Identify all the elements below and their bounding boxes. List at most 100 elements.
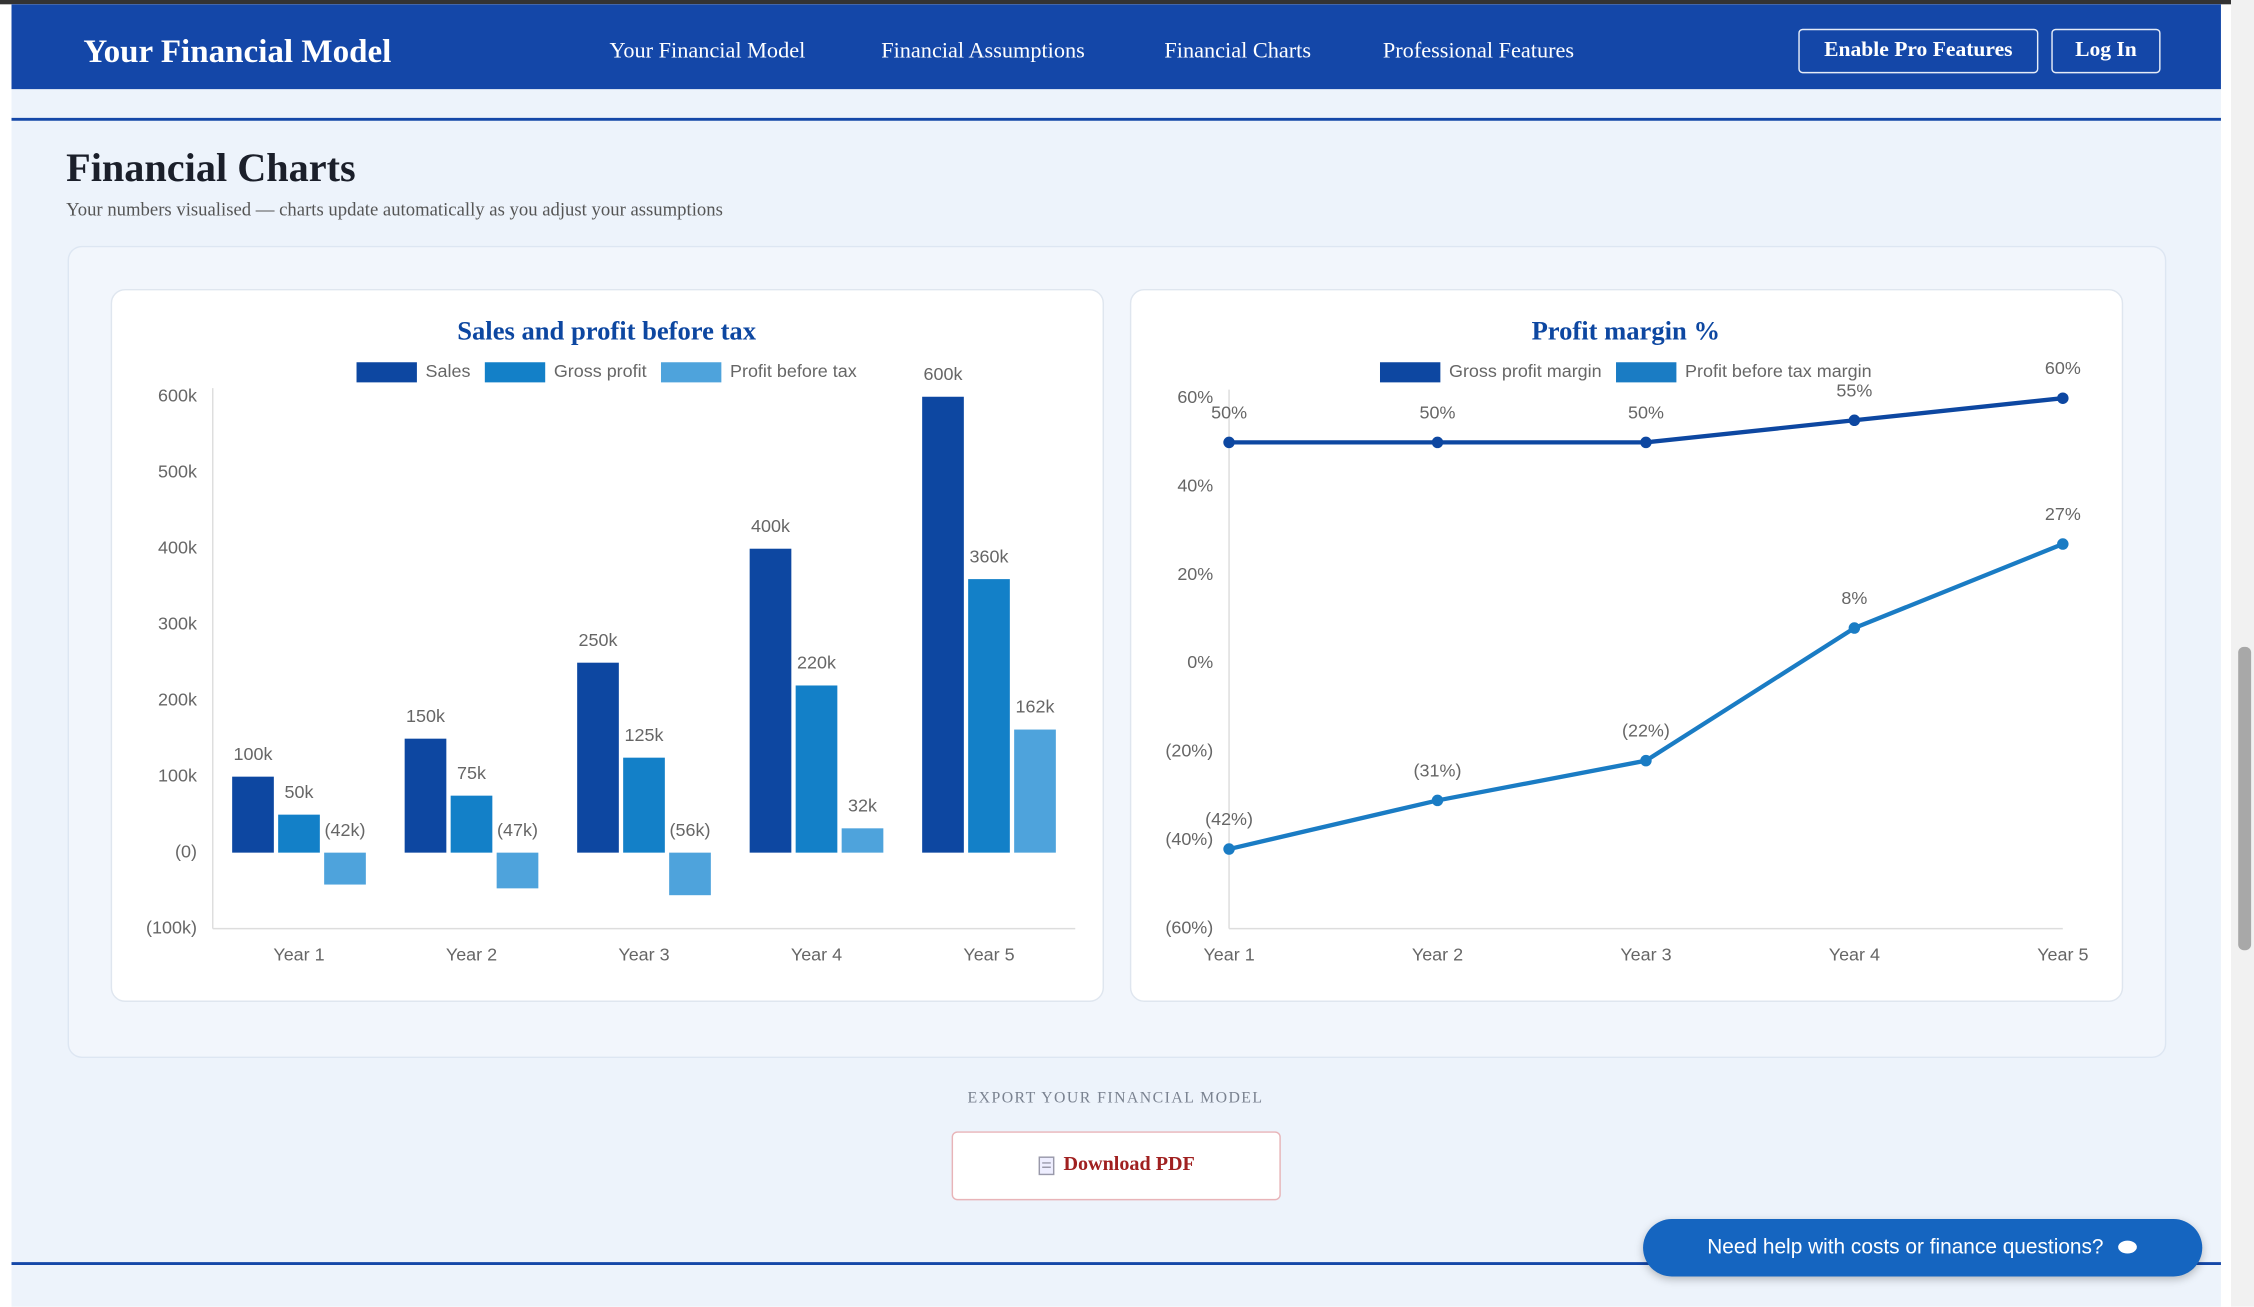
y-tick-label: 40% [1177,475,1213,495]
series-line [1228,542,2064,852]
bar [278,814,320,853]
top-border [0,0,2254,5]
nav-link[interactable]: Financial Charts [1164,38,1312,64]
bar [922,396,964,853]
data-label: 60% [2045,358,2081,378]
x-tick-label: Year 3 [618,945,669,965]
data-point [1848,414,1861,427]
x-tick-label: Year 2 [446,945,497,965]
login-button[interactable]: Log In [2051,28,2161,74]
x-tick-label: Year 5 [963,945,1014,965]
chat-button[interactable]: Need help with costs or finance question… [1643,1219,2203,1277]
data-label: 162k [1016,697,1055,717]
data-point [1431,436,1444,449]
y-tick-label: 200k [158,689,197,709]
bar [795,685,838,853]
pro-button[interactable]: Enable Pro Features [1798,28,2039,74]
data-label: 125k [625,725,664,745]
legend-swatch [1616,362,1677,383]
y-tick-label: 20% [1177,564,1213,584]
legend-label: Sales [426,361,471,381]
data-label: 8% [1841,588,1867,608]
data-label: 360k [970,546,1009,566]
data-label: 600k [924,364,963,384]
navbar: Your Financial Model Your Financial Mode… [11,4,2221,90]
bar [669,852,711,896]
data-point [1848,622,1861,634]
nav-link[interactable]: Your Financial Model [609,38,806,64]
data-label: 27% [2045,504,2081,524]
y-tick-label: 300k [158,613,197,633]
divider [11,117,2221,121]
data-label: 50% [1211,402,1247,422]
data-label: (42%) [1205,809,1253,829]
data-point [1223,843,1235,855]
data-point [1640,436,1652,449]
data-label: 250k [579,630,618,650]
x-tick-label: Year 1 [1203,945,1254,965]
data-point [1640,754,1652,767]
data-label: 32k [848,796,877,816]
bar [496,852,539,889]
legend-swatch [660,362,722,383]
x-tick-label: Year 3 [1620,945,1671,965]
section-title: Financial Charts [66,146,356,192]
legend-swatch [1379,362,1441,383]
legend: Gross profit margin Profit before tax mar… [1379,361,1872,383]
legend: Sales Gross profit Profit before tax [356,361,857,383]
y-tick-label: 400k [158,537,197,557]
bar [1014,729,1056,853]
section-subtitle: Your numbers visualised — charts update … [66,198,723,220]
data-label: (56k) [670,820,711,840]
divider [11,1262,2221,1265]
chat-icon [2118,1240,2138,1254]
data-label: 55% [1836,380,1872,400]
chart-title: Profit margin % [1532,316,1720,346]
bar [324,852,366,885]
export-label: EXPORT YOUR FINANCIAL MODEL [967,1089,1264,1107]
x-tick-label: Year 2 [1412,945,1463,965]
data-label: 75k [457,763,486,783]
chart-title: Sales and profit before tax [457,316,756,346]
y-tick-label: 600k [158,386,197,406]
nav-link[interactable]: Financial Assumptions [881,38,1085,64]
data-point [1223,436,1235,449]
chat-label: Need help with costs or finance question… [1707,1236,2104,1260]
nav-link[interactable]: Professional Features [1382,38,1575,64]
bar [404,738,447,853]
bar [623,757,665,853]
scrollbar-thumb[interactable] [2238,646,2252,951]
data-label: 50% [1420,402,1456,422]
bar [841,828,884,853]
legend-swatch [356,362,417,383]
y-tick-label: (40%) [1165,829,1213,849]
data-label: (31%) [1414,760,1462,780]
data-label: (22%) [1622,721,1670,741]
download-pdf-button[interactable]: Download PDF [951,1131,1281,1201]
data-label: 220k [797,653,836,673]
data-point [2057,538,2069,550]
bar [232,776,274,853]
legend-label: Profit before tax margin [1685,361,1872,381]
bar [749,548,792,853]
data-label: 150k [406,706,445,726]
button-label: Download PDF [1063,1154,1195,1176]
y-tick-label: (0) [175,841,197,861]
legend-label: Profit before tax [730,361,857,381]
data-point [2057,392,2069,404]
data-label: 400k [751,516,790,536]
data-label: 50% [1628,402,1664,422]
data-label: (42k) [325,820,366,840]
y-tick-label: 500k [158,461,197,481]
x-tick-label: Year 4 [791,945,842,965]
bar [577,662,619,853]
brand[interactable]: Your Financial Model [83,33,392,69]
x-tick-label: Year 1 [273,945,324,965]
pdf-icon [1038,1156,1055,1176]
y-tick-label: (60%) [1165,917,1213,937]
legend-swatch [484,362,546,383]
y-tick-label: (20%) [1165,741,1213,761]
